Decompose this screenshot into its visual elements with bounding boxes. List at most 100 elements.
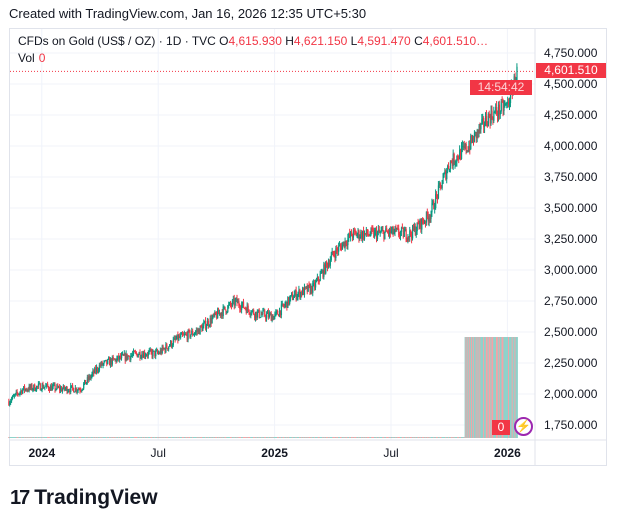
- volume-bar: [126, 437, 129, 438]
- candle-body: [171, 345, 174, 347]
- last-price: 4,601.510: [544, 63, 598, 77]
- volume-bar: [398, 437, 401, 438]
- candle-body: [183, 334, 186, 336]
- volume-bar: [124, 437, 127, 438]
- candle-body: [470, 135, 472, 150]
- candle-body: [303, 286, 306, 295]
- volume-bar: [440, 437, 443, 438]
- candle-body: [333, 254, 335, 256]
- volume-bar: [449, 437, 452, 438]
- candle-body: [278, 314, 280, 317]
- volume-bar: [83, 437, 85, 438]
- candle-body: [400, 227, 403, 233]
- volume-bar: [265, 437, 267, 438]
- candle-body: [77, 389, 79, 391]
- candle-body: [44, 386, 46, 388]
- y-tick-label: 3,500.000: [544, 201, 598, 215]
- candle-body: [369, 234, 371, 236]
- candle-body: [190, 334, 192, 337]
- volume-bar: [26, 437, 29, 438]
- volume-bar: [453, 437, 456, 438]
- candle-body: [107, 359, 109, 364]
- volume-bar: [374, 437, 377, 438]
- candle-body: [349, 233, 351, 237]
- volume-bar: [314, 437, 316, 438]
- volume-bar: [362, 437, 365, 438]
- candle-body: [52, 384, 54, 387]
- candle-body: [154, 350, 156, 357]
- candle-body: [119, 355, 121, 360]
- volume-bar: [326, 437, 329, 438]
- volume-bar: [323, 437, 325, 438]
- volume-bar: [161, 437, 164, 438]
- candle-body: [508, 101, 510, 106]
- y-tick-label: 4,250.000: [544, 108, 598, 122]
- volume-bar: [266, 437, 269, 438]
- candle-body: [125, 353, 127, 361]
- candle-body: [230, 305, 233, 307]
- candle-body: [98, 365, 101, 371]
- volume-bar: [172, 437, 175, 438]
- candle-body: [118, 355, 120, 360]
- candle-body: [460, 146, 463, 160]
- candle-body: [395, 227, 397, 230]
- candle-body: [137, 354, 139, 358]
- candle-body: [491, 110, 493, 118]
- candle-body: [42, 384, 44, 389]
- candle-body: [481, 119, 483, 124]
- volume-bar: [481, 337, 483, 438]
- volume-bar: [401, 437, 404, 438]
- candle-body: [88, 375, 90, 380]
- candle-body: [373, 229, 375, 237]
- volume-bar: [25, 437, 28, 438]
- candle-body: [300, 292, 302, 298]
- candle-body: [357, 230, 359, 235]
- volume-bar: [413, 437, 416, 438]
- candle-body: [497, 113, 499, 117]
- volume-bar: [224, 437, 226, 438]
- volume-bar: [410, 437, 412, 438]
- candle-body: [132, 354, 134, 356]
- volume-bar: [23, 437, 26, 438]
- volume-bar: [105, 437, 107, 438]
- candle-body: [387, 231, 389, 233]
- candle-body: [208, 325, 210, 327]
- lightning-icon[interactable]: ⚡: [514, 417, 533, 436]
- candle-body: [432, 201, 434, 204]
- candle-body: [477, 130, 479, 133]
- symbol-title[interactable]: CFDs on Gold (US$ / OZ) · 1D · TVC: [18, 34, 216, 48]
- candle-body: [115, 359, 117, 362]
- volume-bar: [20, 437, 22, 438]
- volume-bar: [250, 437, 252, 438]
- candle-body: [328, 263, 331, 266]
- candle-body: [249, 313, 251, 315]
- volume-bar: [441, 437, 444, 438]
- tradingview-logo[interactable]: 17 TradingView: [10, 486, 158, 510]
- volume-bar: [244, 437, 247, 438]
- candle-body: [371, 228, 373, 230]
- candle-body: [305, 286, 307, 288]
- candle-body: [258, 309, 260, 318]
- volume-bar: [72, 437, 75, 438]
- volume-bar: [310, 437, 312, 438]
- candle-body: [45, 385, 47, 387]
- candle-body: [58, 386, 60, 388]
- volume-bar: [182, 437, 185, 438]
- volume-bar: [355, 437, 358, 438]
- volume-bar: [280, 437, 283, 438]
- volume-bar: [190, 437, 192, 438]
- candle-body: [96, 367, 98, 372]
- volume-bar: [508, 337, 511, 438]
- candle-body: [97, 370, 100, 372]
- candle-body: [453, 153, 455, 164]
- candle-body: [236, 298, 238, 304]
- candle-body: [398, 228, 400, 235]
- candle-body: [489, 116, 491, 124]
- y-tick-label: 2,000.000: [544, 387, 598, 401]
- candle-body: [29, 385, 31, 389]
- volume-bar: [478, 337, 481, 438]
- candle-body: [438, 183, 441, 186]
- volume-bar: [125, 437, 128, 438]
- volume-bar: [499, 337, 502, 438]
